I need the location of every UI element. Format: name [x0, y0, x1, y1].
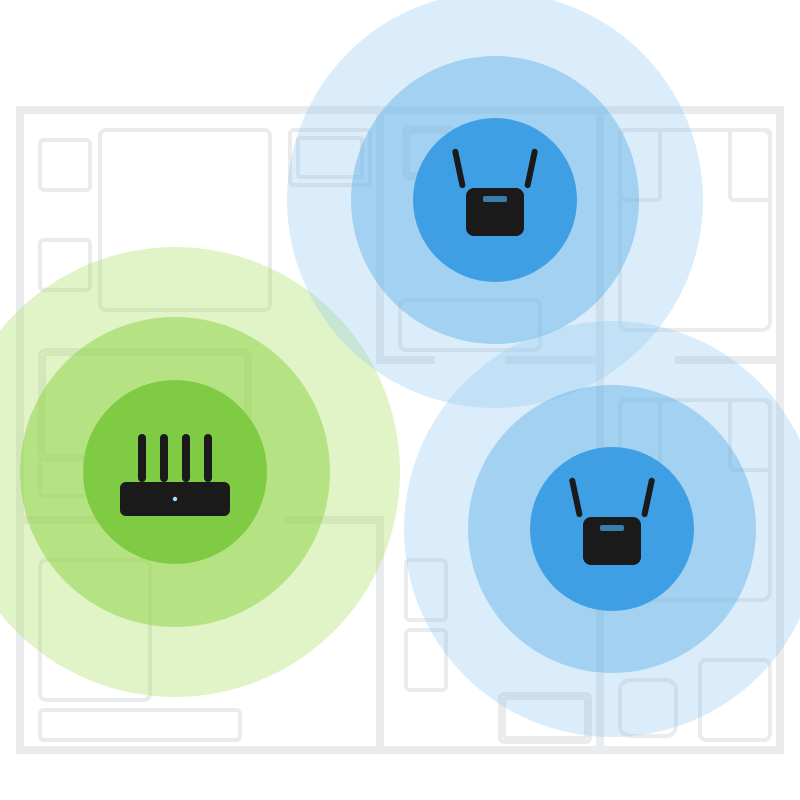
extender-icon	[415, 120, 575, 280]
extender-icon	[532, 449, 692, 609]
router-icon	[95, 392, 255, 552]
wifi-coverage-diagram	[0, 0, 800, 800]
